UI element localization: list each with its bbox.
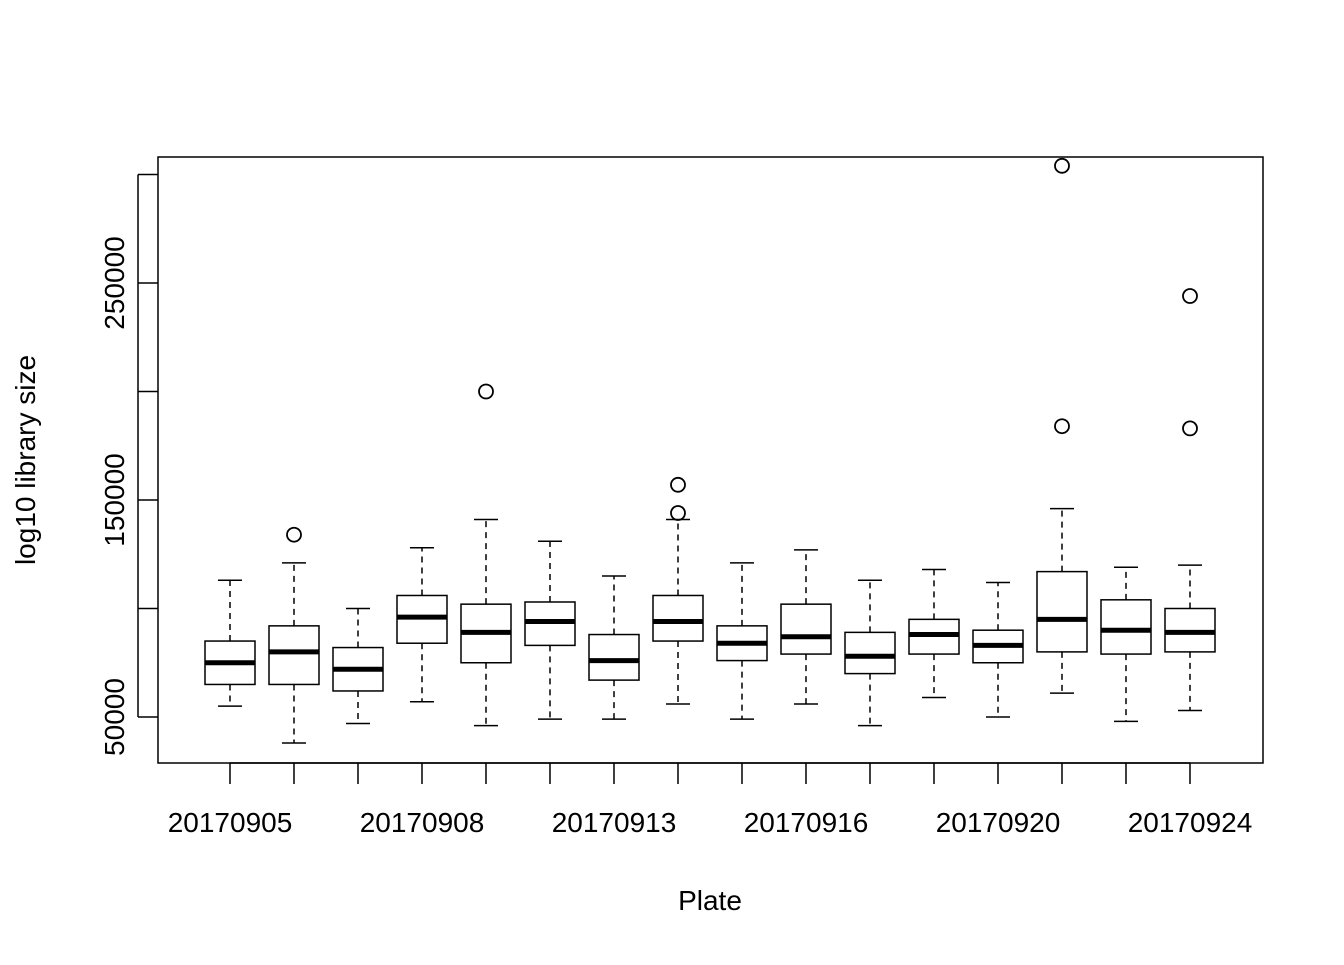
y-axis-label: log10 library size bbox=[10, 355, 41, 565]
outlier-point bbox=[1182, 288, 1198, 304]
box-group bbox=[972, 581, 1024, 718]
box-group bbox=[652, 476, 704, 705]
box-iqr bbox=[1100, 599, 1152, 655]
box-iqr bbox=[588, 633, 640, 681]
box-group bbox=[332, 607, 384, 725]
outlier-point bbox=[1054, 418, 1070, 435]
x-tick-label: 20170916 bbox=[744, 807, 869, 838]
outlier-point bbox=[670, 476, 686, 493]
box-group bbox=[524, 540, 576, 720]
boxes-layer bbox=[204, 157, 1216, 744]
outlier-point bbox=[286, 526, 302, 543]
y-tick-label: 150000 bbox=[99, 453, 130, 546]
x-axis-label: Plate bbox=[678, 885, 742, 916]
box-group bbox=[1036, 157, 1088, 694]
box-group bbox=[1100, 566, 1152, 723]
y-axis: 50000 150000 250000 bbox=[99, 173, 158, 756]
box-group bbox=[396, 546, 448, 703]
x-tick-label: 20170920 bbox=[936, 807, 1061, 838]
box-group bbox=[844, 579, 896, 727]
y-tick-label: 250000 bbox=[99, 236, 130, 329]
outlier-point bbox=[478, 383, 494, 400]
x-tick-label: 20170905 bbox=[168, 807, 293, 838]
box-group bbox=[588, 575, 640, 720]
x-tick-label: 20170913 bbox=[552, 807, 677, 838]
outlier-point bbox=[1182, 420, 1198, 437]
box-group bbox=[780, 549, 832, 705]
x-tick-label: 20170924 bbox=[1128, 807, 1253, 838]
box-iqr bbox=[844, 631, 896, 675]
y-tick-label: 50000 bbox=[99, 678, 130, 756]
box-group bbox=[908, 568, 960, 699]
plot-frame bbox=[157, 156, 1264, 764]
box-group bbox=[1164, 288, 1216, 712]
x-tick-label: 20170908 bbox=[360, 807, 485, 838]
box-group bbox=[204, 579, 256, 707]
box-iqr bbox=[652, 594, 704, 642]
box-group bbox=[268, 526, 320, 744]
box-iqr bbox=[1036, 570, 1088, 653]
outlier-point bbox=[670, 505, 686, 521]
box-iqr bbox=[268, 625, 320, 686]
box-group bbox=[460, 383, 512, 727]
box-group bbox=[716, 562, 768, 720]
x-axis: 20170905 20170908 20170913 20170916 20170920… bbox=[168, 762, 1253, 838]
outlier-point bbox=[1054, 157, 1070, 174]
box-iqr bbox=[780, 603, 832, 655]
